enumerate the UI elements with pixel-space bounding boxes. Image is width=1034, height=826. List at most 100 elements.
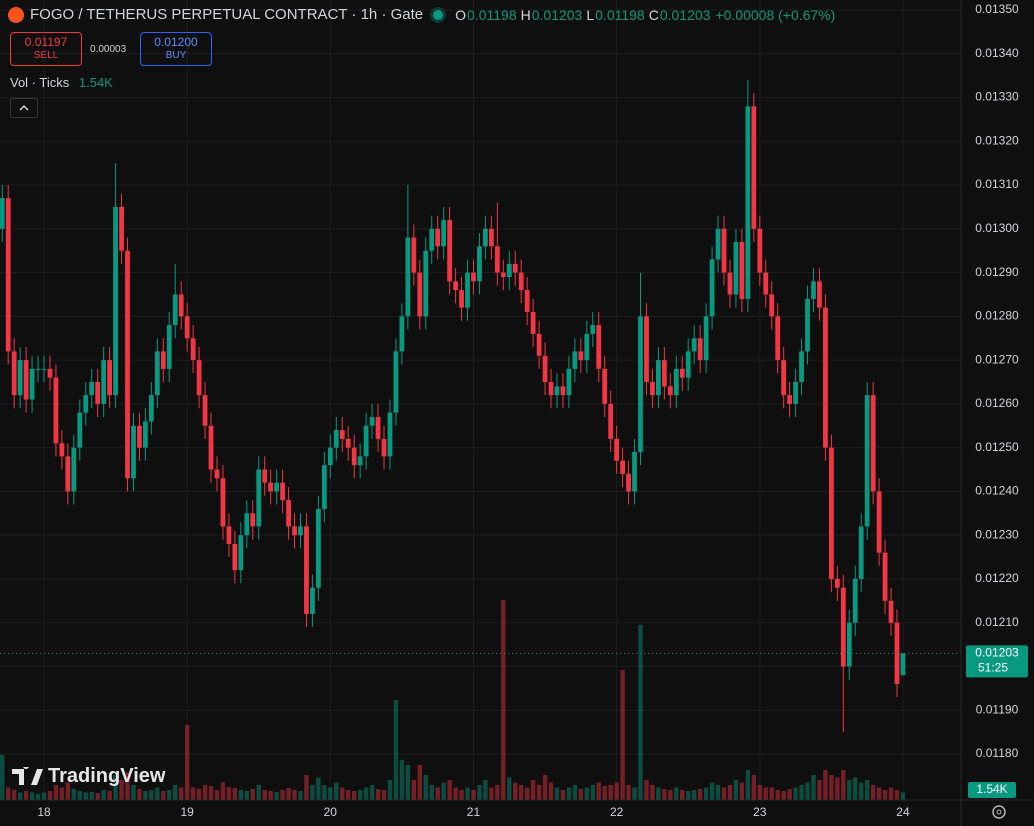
volume-bar xyxy=(11,790,17,800)
volume-bar xyxy=(95,793,100,800)
candle-body xyxy=(596,325,602,369)
collapse-button[interactable] xyxy=(10,98,38,118)
volume-bar xyxy=(250,789,255,800)
volume-bar xyxy=(847,780,852,800)
chevron[interactable] xyxy=(11,99,37,117)
candle-body xyxy=(41,368,47,370)
candle-body xyxy=(435,228,441,247)
candle-body xyxy=(602,368,608,404)
volume-bar xyxy=(882,790,888,800)
volume-legend: Vol · Ticks 1.54K xyxy=(10,75,113,90)
ohlc-value: 0.01203 xyxy=(531,6,583,23)
volume-bar xyxy=(59,787,65,800)
candle-body xyxy=(644,316,649,382)
candle-body xyxy=(399,316,405,352)
volume-bar xyxy=(859,782,864,800)
volume-bar xyxy=(626,785,631,800)
candle-body xyxy=(530,311,536,334)
volume-bar xyxy=(435,787,440,800)
candle-body xyxy=(119,206,124,251)
volume-bar xyxy=(208,786,214,800)
volume-bar xyxy=(727,785,733,800)
candle-body xyxy=(304,526,309,614)
volume-bar xyxy=(202,785,208,800)
candle-body xyxy=(53,377,59,444)
ohlc-key: L xyxy=(586,6,595,23)
volume-bar xyxy=(638,625,643,800)
candle-body xyxy=(542,355,548,382)
volume-bar xyxy=(793,787,798,800)
sell-button[interactable]: 0.01197 SELL xyxy=(10,32,82,66)
volume-bar xyxy=(697,789,703,800)
candle-body xyxy=(721,228,727,273)
candle-body xyxy=(667,386,673,396)
volume-bar xyxy=(465,787,470,800)
volume-bar xyxy=(560,790,566,800)
volume-bar xyxy=(238,790,244,800)
candle-body xyxy=(101,360,107,404)
volume-bar xyxy=(811,775,816,800)
candle-body xyxy=(107,360,113,396)
volume-bar xyxy=(483,780,488,800)
candle-body xyxy=(250,513,256,527)
gear[interactable] xyxy=(992,805,1006,819)
volume-bar xyxy=(405,765,411,800)
candle-body xyxy=(483,228,488,247)
volume-bar xyxy=(429,785,434,800)
volume-bar xyxy=(262,790,267,800)
buy-label[interactable]: BUY xyxy=(165,50,187,61)
candle-body xyxy=(453,281,458,291)
buy-price[interactable]: 0.01200 xyxy=(154,35,198,49)
sell-label[interactable]: SELL xyxy=(33,50,59,61)
x-tick-label: 18 xyxy=(37,805,51,819)
candle-body xyxy=(650,382,655,396)
candle-body xyxy=(220,478,226,527)
candle-body xyxy=(459,290,464,308)
candle-body xyxy=(709,259,715,317)
volume-bar xyxy=(524,787,530,800)
y-tick-label: 0.01270 xyxy=(975,352,1019,366)
candle-body xyxy=(787,395,793,404)
candle-body xyxy=(315,508,321,588)
candle-body xyxy=(852,578,858,623)
volume-bar xyxy=(441,782,446,800)
volume-bar xyxy=(131,785,136,800)
candle-body xyxy=(691,338,697,352)
volume-bar xyxy=(316,777,321,800)
volume-bar xyxy=(387,780,393,800)
volume-bar xyxy=(805,782,810,800)
candle-body xyxy=(584,333,590,361)
volume-bar xyxy=(578,789,584,800)
y-tick-label: 0.01280 xyxy=(975,309,1019,323)
candle-body xyxy=(846,622,852,667)
ohlc-key: H xyxy=(520,6,531,23)
volume-bar xyxy=(184,725,190,800)
settings-button[interactable] xyxy=(992,805,1006,819)
candle-body xyxy=(697,338,703,361)
volume-bar xyxy=(775,790,780,800)
volume-bar xyxy=(495,785,500,800)
y-tick-label: 0.01320 xyxy=(975,133,1019,147)
candle-body xyxy=(626,473,631,492)
volume-bar xyxy=(137,789,142,800)
candle-body xyxy=(900,653,906,676)
volume-bar xyxy=(781,791,786,800)
candle-body xyxy=(375,417,381,439)
candle-body xyxy=(506,263,512,277)
buy-button[interactable]: 0.01200 BUY xyxy=(140,32,212,66)
volume-bar xyxy=(477,785,482,800)
gear-center[interactable] xyxy=(996,809,1002,815)
candle-body xyxy=(172,294,178,326)
y-tick-label: 0.01230 xyxy=(975,527,1019,541)
candle-body xyxy=(823,307,828,448)
volume-bar xyxy=(340,787,345,800)
volume-bar xyxy=(41,792,47,800)
y-tick-label: 0.01300 xyxy=(975,221,1019,235)
chevron-line[interactable] xyxy=(19,104,29,111)
candle-body xyxy=(620,460,626,474)
volume-bar xyxy=(841,770,846,800)
candle-body xyxy=(71,447,77,492)
sell-price[interactable]: 0.01197 xyxy=(24,35,68,49)
candle-body xyxy=(536,333,542,356)
volume-bar xyxy=(369,785,375,800)
